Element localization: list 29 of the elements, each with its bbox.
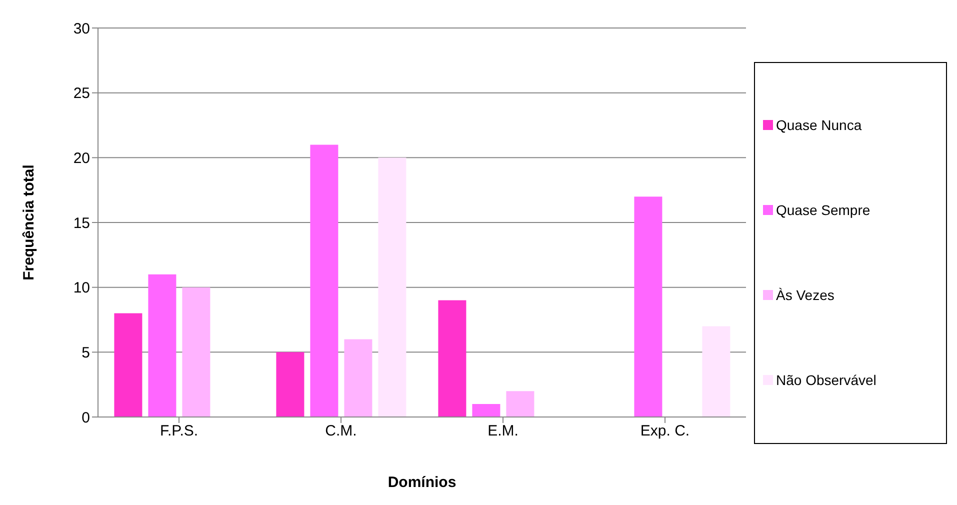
- bar: [634, 196, 662, 417]
- legend-label: Não Observável: [776, 372, 876, 388]
- y-tick-label: 0: [82, 409, 90, 426]
- bar: [702, 326, 730, 417]
- bar: [276, 352, 304, 417]
- y-tick-label: 15: [73, 214, 90, 232]
- y-tick-label: 10: [73, 280, 90, 297]
- y-axis-title: Frequência total: [20, 164, 38, 280]
- bar: [378, 158, 406, 417]
- bar: [148, 274, 176, 417]
- legend-label: Às Vezes: [776, 287, 834, 303]
- bar: [310, 144, 338, 417]
- bar: [472, 404, 500, 417]
- y-tick-label: 5: [82, 344, 90, 362]
- x-tick-label: E.M.: [488, 422, 518, 440]
- x-tick-label: Exp. C.: [640, 422, 690, 440]
- x-tick-label: C.M.: [325, 422, 357, 440]
- bar: [114, 313, 142, 417]
- y-tick-label: 30: [73, 20, 90, 38]
- x-axis-title: Domínios: [388, 474, 456, 491]
- y-tick-label: 25: [73, 85, 90, 102]
- legend-label: Quase Sempre: [776, 202, 870, 218]
- legend-label: Quase Nunca: [776, 117, 862, 133]
- bar: [438, 300, 466, 417]
- bar: [506, 391, 534, 417]
- bar: [182, 287, 210, 417]
- bar: [344, 339, 372, 417]
- x-tick-label: F.P.S.: [160, 422, 198, 440]
- y-tick-label: 20: [73, 150, 90, 167]
